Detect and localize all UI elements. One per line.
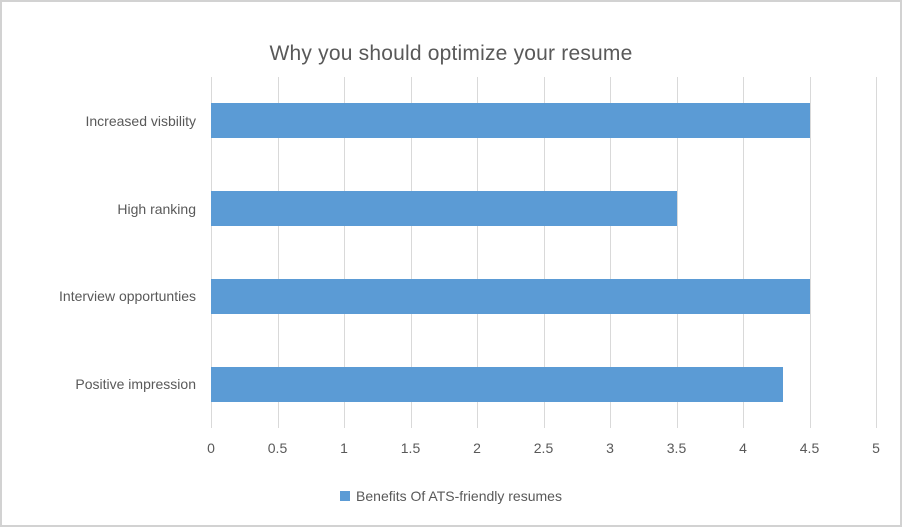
bar [211, 191, 677, 227]
gridline [277, 77, 279, 428]
bar-row [211, 253, 876, 341]
x-tick-label: 4 [739, 440, 747, 456]
x-tick-label: 5 [872, 440, 880, 456]
x-tick-label: 2.5 [533, 440, 554, 456]
bar [211, 366, 783, 402]
bar-row [211, 77, 876, 165]
gridline [211, 77, 212, 428]
gridline [410, 77, 412, 428]
legend-swatch-icon [340, 491, 351, 501]
x-tick-label: 3.5 [666, 440, 687, 456]
gridline [344, 77, 345, 428]
x-axis: 0 0.5 1 1.5 2 2.5 3 3.5 4 4.5 5 [207, 440, 880, 458]
gridline [676, 77, 678, 428]
category-label: Positive impression [75, 376, 196, 393]
bars [211, 77, 876, 428]
x-tick-label: 1 [340, 440, 348, 456]
bar [211, 103, 810, 139]
x-tick-label: 4.5 [799, 440, 820, 456]
category-axis: Increased visbility High ranking Interview… [2, 77, 196, 428]
x-tick-label: 1.5 [400, 440, 421, 456]
bar-row [211, 165, 876, 253]
x-tick-label: 2 [473, 440, 481, 456]
bar-row [211, 340, 876, 428]
x-tick-label: 3 [606, 440, 614, 456]
gridline [610, 77, 611, 428]
x-tick-label: 0.5 [267, 440, 288, 456]
gridline [809, 77, 811, 428]
category-label: High ranking [117, 200, 196, 217]
category-label: Increased visbility [85, 112, 197, 129]
gridline [743, 77, 744, 428]
chart-title: Why you should optimize your resume [269, 42, 633, 65]
plot-area [211, 77, 877, 428]
legend: Benefits Of ATS-friendly resumes [2, 488, 900, 504]
bar [211, 278, 810, 314]
category-label: Interview opportunties [59, 288, 196, 305]
x-tick-label: 0 [207, 440, 215, 456]
gridline [543, 77, 545, 428]
gridline [477, 77, 478, 428]
legend-label: Benefits Of ATS-friendly resumes [356, 488, 562, 504]
gridline [876, 77, 877, 428]
